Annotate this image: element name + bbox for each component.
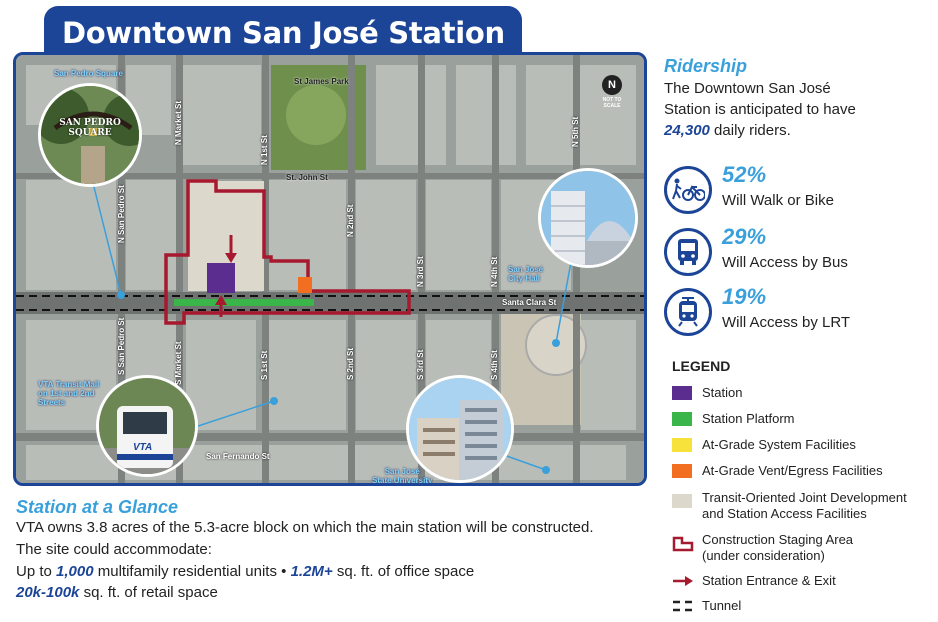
- street-label: S 2nd St: [346, 347, 355, 380]
- photo-sign-line: SAN PEDRO: [59, 118, 121, 128]
- place-label-line: VTA Transit Mall: [38, 380, 100, 389]
- glance-text: multifamily residential units •: [93, 563, 291, 580]
- place-label-line: San José: [508, 265, 544, 274]
- legend-heading: LEGEND: [672, 358, 731, 374]
- walk-bike-icon: [664, 166, 712, 214]
- street-label: St James Park: [294, 77, 349, 86]
- street-label: N 1st St: [260, 135, 269, 165]
- legend-label: Station Platform: [702, 411, 795, 426]
- photo-sign-line: SQUARE: [68, 128, 112, 138]
- staging-outline-icon: [672, 536, 694, 552]
- scale-note: NOT TO SCALE: [602, 97, 622, 109]
- place-label-line: Streets: [38, 398, 66, 407]
- street-label: N 4th St: [490, 256, 499, 287]
- street-label: San Fernando St: [206, 452, 270, 461]
- street-label: N San Pedro St: [117, 185, 126, 243]
- legend-label: Transit-Oriented Joint Development and S…: [702, 490, 907, 522]
- place-label-line: San José: [384, 467, 420, 476]
- bus-icon: [664, 228, 712, 276]
- stat-label: Will Walk or Bike: [722, 192, 834, 209]
- glance-line-retail: 20k-100k sq. ft. of retail space: [16, 584, 218, 601]
- vta-logo-text: VTA: [133, 442, 153, 453]
- north-compass-icon: N NOT TO SCALE: [599, 75, 625, 113]
- street-label: S 3rd St: [416, 349, 425, 380]
- legend-label: Station Entrance & Exit: [702, 573, 836, 588]
- legend-label: Station: [702, 385, 743, 400]
- sjsu-building-photo: [406, 375, 514, 483]
- street-label: N Market St: [174, 100, 183, 145]
- stat-lrt: 19% Will Access by LRT: [664, 284, 924, 338]
- legend-label: At-Grade System Facilities: [702, 437, 856, 452]
- street-label: St. John St: [286, 173, 328, 182]
- street-label: N 3rd St: [416, 256, 425, 287]
- stat-percent: 52%: [722, 162, 767, 187]
- ridership-text-line: Station is anticipated to have: [664, 101, 856, 118]
- legend-label-line: (under consideration): [702, 548, 825, 563]
- stat-percent: 19%: [722, 284, 767, 309]
- city-hall-photo: [538, 168, 638, 268]
- retail-value: 20k-100k: [16, 584, 80, 601]
- tunnel-dash-icon: [672, 599, 692, 613]
- place-label-line: on 1st and 2nd: [38, 389, 95, 398]
- legend-label: Tunnel: [702, 598, 742, 613]
- daily-riders-value: 24,300: [664, 122, 710, 139]
- stat-percent: 29%: [722, 224, 767, 249]
- street-label: Santa Clara St: [502, 298, 557, 307]
- legend-swatch: [672, 438, 692, 452]
- units-value: 1,000: [56, 563, 94, 580]
- legend-swatch: [672, 464, 692, 478]
- ridership-text-line: 24,300 daily riders.: [664, 120, 926, 141]
- place-label-city-hall: San José City Hall: [508, 265, 543, 283]
- glance-line-ownership: VTA owns 3.8 acres of the 5.3-acre block…: [16, 519, 594, 536]
- vta-light-rail-photo: VTA: [96, 375, 198, 477]
- ridership-description: The Downtown San José Station is anticip…: [664, 78, 926, 141]
- stat-label: Will Access by LRT: [722, 314, 851, 331]
- glance-text: sq. ft. of retail space: [79, 584, 218, 601]
- street-label: N 2nd St: [346, 204, 355, 237]
- stat-label: Will Access by Bus: [722, 254, 848, 271]
- place-label-line: State University: [372, 476, 433, 485]
- lrt-icon: [664, 288, 712, 336]
- station-map[interactable]: St James Park St. John St Santa Clara St…: [13, 52, 647, 486]
- photo-sign-text: SAN PEDRO SQUARE: [41, 118, 139, 138]
- arrow-right-icon: [672, 574, 693, 588]
- legend-label-line: Construction Staging Area: [702, 532, 854, 547]
- legend-swatch: [672, 386, 692, 400]
- daily-riders-suffix: daily riders.: [709, 122, 791, 139]
- street-label: S San Pedro St: [117, 317, 126, 375]
- office-value: 1.2M+: [290, 563, 333, 580]
- street-label: S 4th St: [490, 350, 499, 380]
- legend-label-line: Transit-Oriented Joint Development: [702, 490, 907, 505]
- stat-walk-bike: 52% Will Walk or Bike: [664, 162, 924, 216]
- glance-text: sq. ft. of office space: [332, 563, 475, 580]
- page-title: Downtown San José Station: [44, 6, 522, 56]
- place-label-vta-transit-mall: VTA Transit Mall on 1st and 2nd Streets: [38, 380, 99, 407]
- san-pedro-square-photo: SAN PEDRO SQUARE: [38, 83, 142, 187]
- place-label-san-pedro-square: San Pedro Square: [54, 69, 123, 78]
- glance-text: Up to: [16, 563, 57, 580]
- place-label-line: City Hall: [508, 274, 541, 283]
- legend-label-line: and Station Access Facilities: [702, 506, 867, 521]
- glance-line-units-office: Up to 1,000 multifamily residential unit…: [16, 563, 474, 580]
- ridership-text-line: The Downtown San José: [664, 80, 831, 97]
- stat-bus: 29% Will Access by Bus: [664, 224, 924, 278]
- legend-label: Construction Staging Area (under conside…: [702, 532, 853, 564]
- street-label: S 1st St: [260, 350, 269, 380]
- legend-label: At-Grade Vent/Egress Facilities: [702, 463, 883, 478]
- compass-letter: N: [602, 75, 622, 95]
- legend-swatch: [672, 412, 692, 426]
- legend-swatch: [672, 494, 692, 508]
- place-label-sjsu: San José State University: [372, 467, 433, 485]
- glance-line-accommodate: The site could accommodate:: [16, 541, 212, 558]
- glance-heading: Station at a Glance: [16, 497, 179, 517]
- ridership-heading: Ridership: [664, 56, 748, 76]
- street-label: N 5th St: [571, 116, 580, 147]
